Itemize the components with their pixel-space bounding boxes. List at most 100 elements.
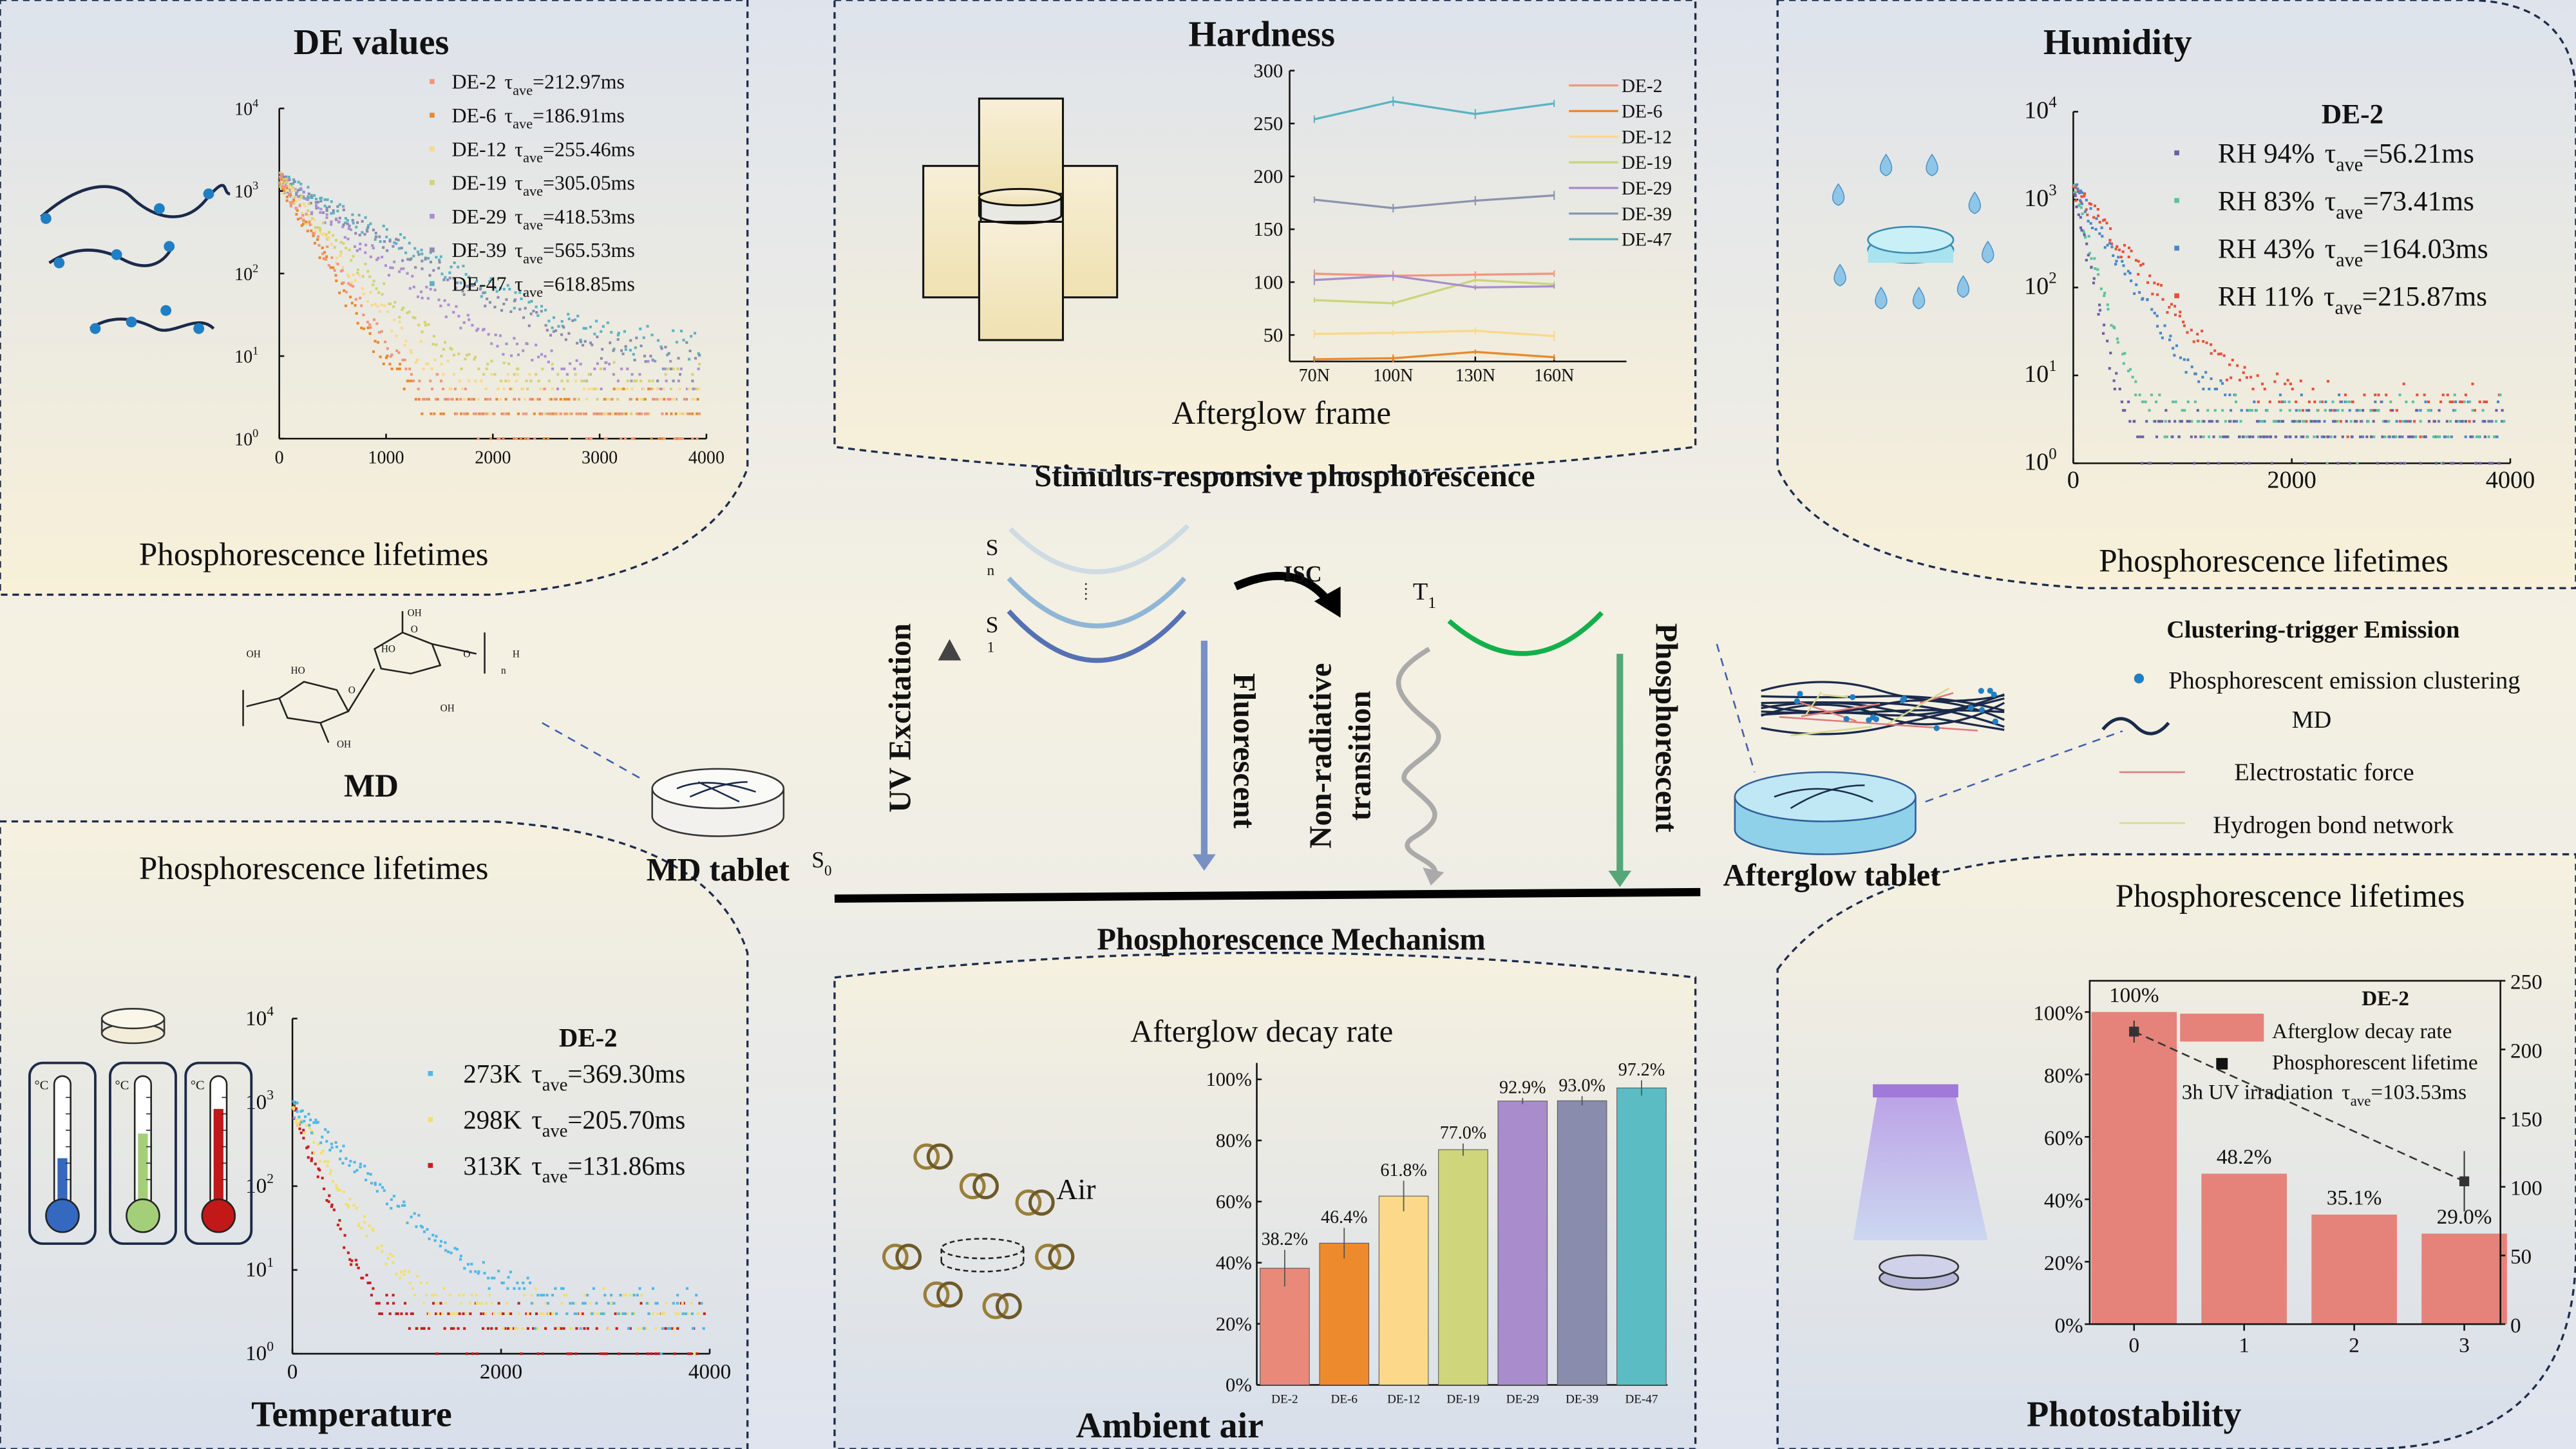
data-point (320, 196, 323, 200)
data-point (509, 310, 513, 314)
droplet (1832, 183, 1845, 206)
data-point (687, 412, 690, 415)
data-point (383, 240, 386, 243)
data-point (375, 322, 379, 325)
data-point (439, 1302, 442, 1305)
data-point (435, 256, 438, 259)
data-point (283, 191, 286, 194)
data-point (2202, 435, 2205, 439)
data-point (2085, 258, 2088, 262)
data-point (560, 1327, 563, 1330)
data-point (2106, 339, 2109, 343)
data-point (314, 204, 318, 207)
data-point (575, 359, 578, 362)
y-tick-label: 104 (2024, 93, 2057, 124)
data-point (536, 397, 540, 401)
data-point (2183, 324, 2186, 327)
data-point (577, 397, 581, 401)
data-point (318, 1168, 321, 1171)
data-point (446, 359, 450, 363)
data-point (474, 355, 477, 359)
data-point (650, 437, 653, 440)
data-point (287, 192, 290, 195)
y-tick-label: 250 (1253, 113, 1283, 135)
data-point (390, 330, 393, 333)
x-tick-label: 2000 (475, 448, 511, 468)
data-point (582, 1302, 585, 1305)
data-point (2110, 242, 2114, 245)
data-point (544, 324, 547, 327)
data-point (410, 351, 413, 354)
data-point (531, 359, 534, 362)
data-point (357, 274, 361, 277)
data-point (462, 265, 465, 268)
data-point (366, 326, 370, 330)
data-point (2376, 462, 2380, 465)
data-point (429, 379, 432, 383)
data-point (455, 412, 459, 415)
data-point (2117, 248, 2121, 252)
data-point (2477, 435, 2481, 439)
lifetime-point (2459, 1176, 2470, 1186)
series-name: DE-2 (452, 71, 497, 93)
data-point (330, 256, 334, 260)
data-point (483, 291, 487, 294)
data-point (2076, 187, 2079, 191)
data-point (421, 412, 424, 415)
data-point (2415, 409, 2418, 412)
data-point (529, 379, 533, 383)
data-point (375, 287, 378, 290)
data-point (439, 379, 443, 383)
data-point (299, 1132, 303, 1135)
data-point (651, 1287, 655, 1290)
data-point (384, 340, 387, 343)
emission-cluster-dot (160, 305, 172, 316)
data-point (293, 1102, 296, 1105)
data-point (338, 291, 341, 294)
data-point (2300, 393, 2303, 397)
data-point (589, 341, 592, 345)
data-point (433, 412, 436, 415)
state-symbol: S (811, 847, 824, 873)
data-point (341, 282, 344, 285)
data-point (486, 397, 489, 401)
data-point (372, 279, 375, 283)
data-point (336, 205, 339, 208)
data-point (612, 347, 616, 350)
data-point (2449, 420, 2452, 423)
thermometer-frame (184, 1061, 253, 1245)
data-point (551, 363, 554, 366)
data-point (463, 397, 466, 401)
data-point (294, 1108, 297, 1112)
data-point (606, 321, 609, 325)
tau-value: =186.91ms (533, 104, 625, 127)
emission-cluster-dot (1870, 714, 1876, 721)
data-point (647, 1312, 650, 1316)
data-point (301, 214, 305, 217)
data-point (502, 1327, 505, 1330)
bar-value-label: 48.2% (2217, 1145, 2272, 1169)
data-point (339, 254, 342, 258)
data-point (289, 185, 292, 189)
legend-marker (430, 180, 435, 185)
data-point (430, 412, 433, 415)
data-point (482, 1312, 486, 1316)
data-point (291, 200, 294, 204)
data-point (344, 221, 347, 224)
data-point (2432, 420, 2436, 423)
data-point (339, 241, 343, 244)
data-point (315, 207, 318, 210)
tau-subscript: ave (523, 149, 543, 166)
data-point (2085, 198, 2088, 202)
data-point (623, 330, 626, 333)
data-point (374, 231, 377, 235)
emission-cluster-dot (1866, 717, 1872, 723)
x-tick-label: 3000 (582, 448, 618, 468)
data-point (444, 1241, 447, 1244)
data-point (663, 437, 666, 440)
data-point (333, 269, 336, 272)
data-point (2116, 337, 2119, 341)
data-point (520, 297, 523, 301)
data-point (453, 412, 457, 415)
